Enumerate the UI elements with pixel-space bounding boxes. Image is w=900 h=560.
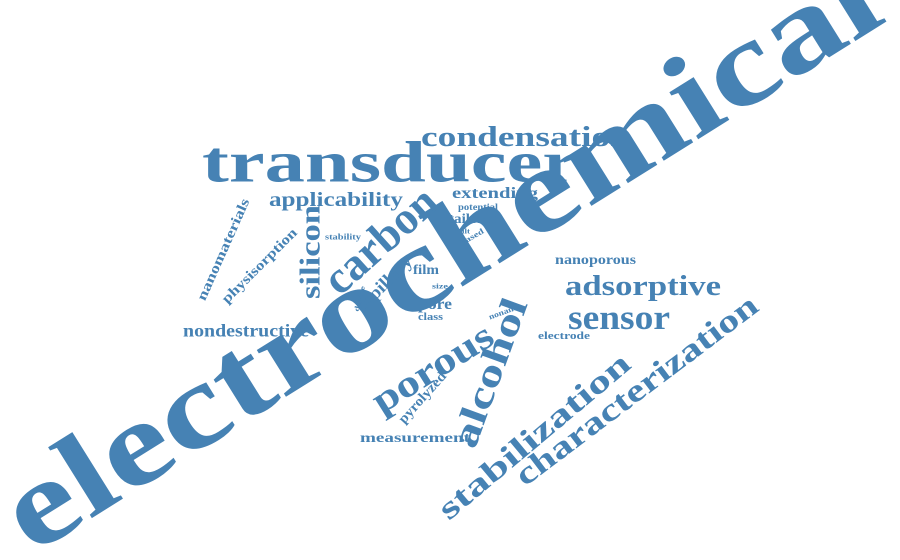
word-size: size bbox=[432, 282, 449, 291]
word-tailored: tailored bbox=[449, 211, 499, 227]
word-adsorptive: adsorptive bbox=[565, 269, 721, 302]
word-electrode: electrode bbox=[538, 331, 590, 342]
word-transducer: transducer bbox=[202, 129, 579, 195]
word-condensation: condensation bbox=[421, 120, 632, 153]
word-extending: extending bbox=[452, 185, 539, 203]
word-silicon: silicon bbox=[295, 205, 327, 299]
word-class: class bbox=[418, 312, 443, 323]
word-nanoporous: nanoporous bbox=[555, 252, 636, 268]
word-stability: stability bbox=[325, 232, 361, 242]
word-applicability: applicability bbox=[269, 189, 403, 211]
word-sensor: sensor bbox=[568, 298, 670, 337]
word-potential: potential bbox=[458, 201, 498, 212]
word-film: film bbox=[413, 262, 439, 278]
word-measurement: measurement bbox=[360, 430, 470, 446]
word-nondestructive: nondestructive bbox=[183, 320, 310, 341]
word-built: built bbox=[452, 227, 471, 236]
word-pore: pore bbox=[418, 296, 452, 314]
